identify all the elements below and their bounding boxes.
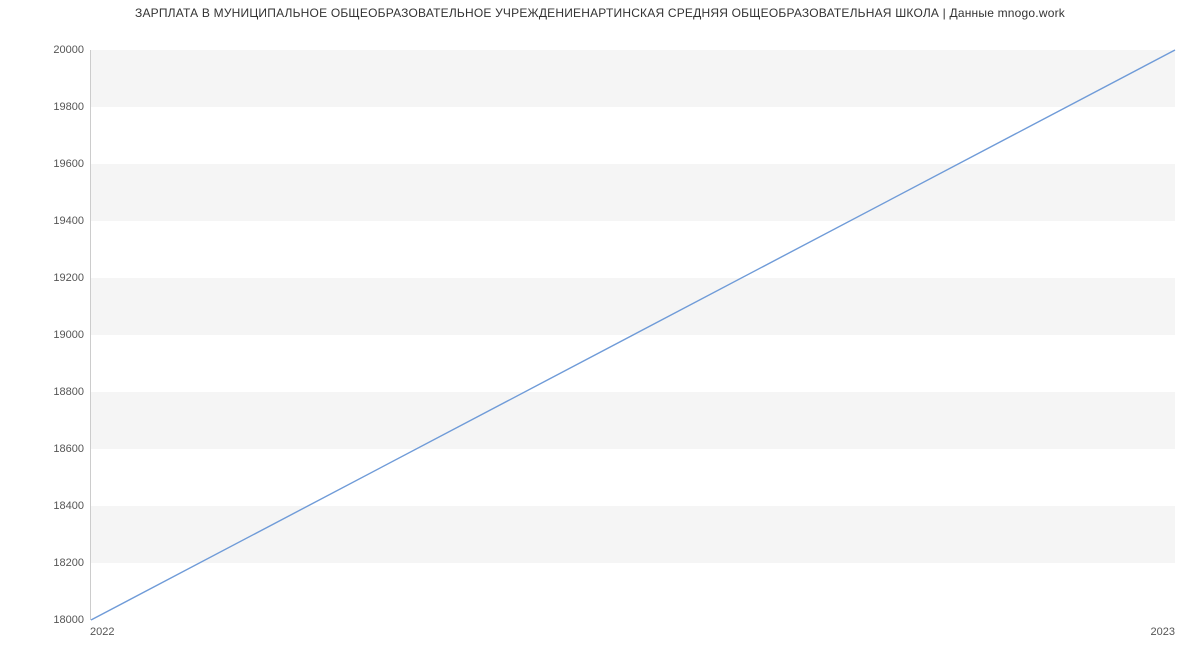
plot-area <box>90 50 1175 620</box>
chart-title: ЗАРПЛАТА В МУНИЦИПАЛЬНОЕ ОБЩЕОБРАЗОВАТЕЛ… <box>0 0 1200 20</box>
y-tick-label: 19400 <box>4 215 84 227</box>
y-tick-label: 19600 <box>4 158 84 170</box>
chart-area: 18000 18200 18400 18600 18800 19000 19200 19400… <box>0 20 1200 640</box>
y-tick-label: 18800 <box>4 386 84 398</box>
y-tick-label: 18200 <box>4 557 84 569</box>
y-tick-label: 18400 <box>4 500 84 512</box>
data-line <box>91 50 1175 620</box>
y-tick-label: 19000 <box>4 329 84 341</box>
y-tick-label: 18000 <box>4 614 84 626</box>
y-tick-label: 18600 <box>4 443 84 455</box>
y-tick-label: 19800 <box>4 101 84 113</box>
chart-svg <box>91 50 1175 620</box>
x-tick-label: 2023 <box>1151 626 1175 638</box>
y-tick-label: 19200 <box>4 272 84 284</box>
x-tick-label: 2022 <box>90 626 114 638</box>
y-tick-label: 20000 <box>4 44 84 56</box>
